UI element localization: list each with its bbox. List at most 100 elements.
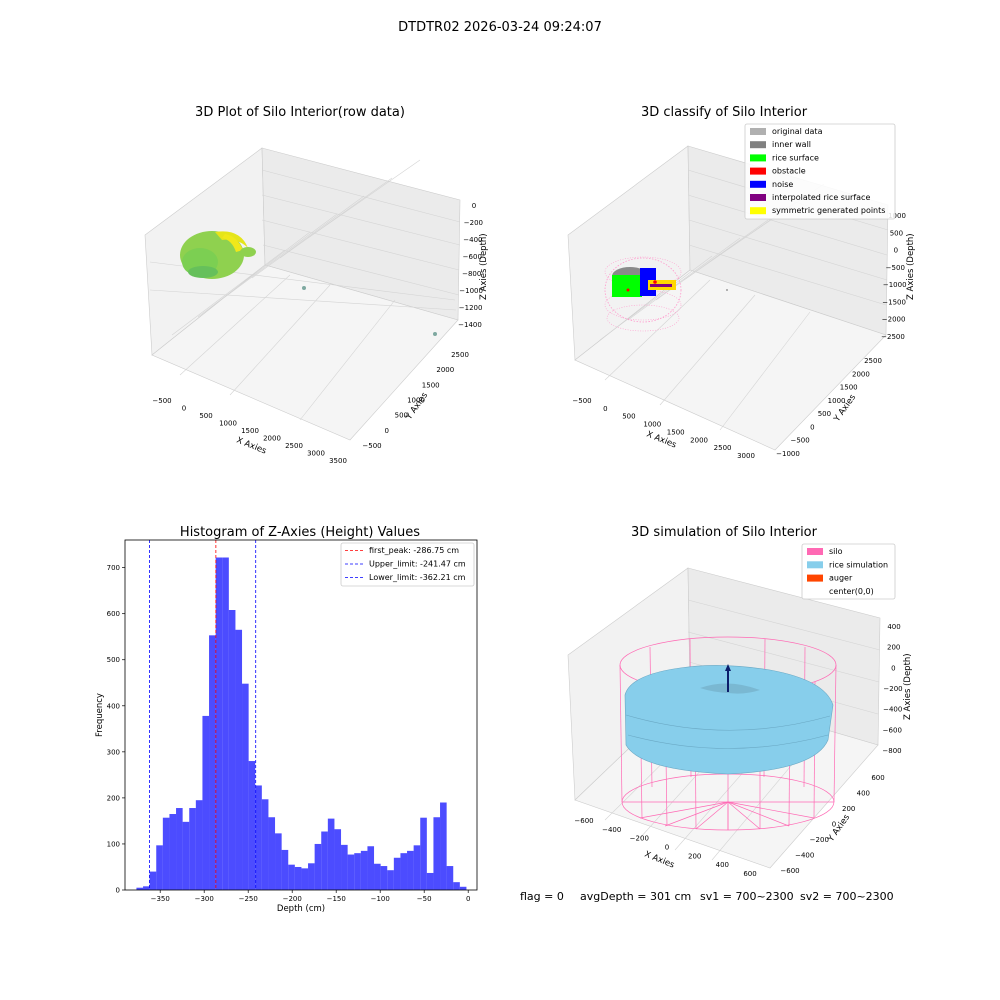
classify-interpolated-surface: [650, 284, 672, 287]
raw-z-tick-labels: 0 −200 −400 −600 −800 −1000 −1200 −1400: [458, 202, 483, 329]
hist-x-tick-label: −350: [151, 895, 170, 903]
simulation-rice-body: [624, 665, 834, 775]
hist-bar: [407, 850, 414, 890]
hist-legend-label: first_peak: -286.75 cm: [369, 546, 459, 555]
hist-bar: [341, 844, 348, 890]
classify-y-tick-label: 1000: [828, 397, 846, 405]
hist-x-tick-label: −300: [195, 895, 214, 903]
status-avg-depth: avgDepth = 301 cm: [580, 890, 691, 903]
simulation-y-tick-label: 400: [857, 790, 870, 798]
simulation-x-tick-label: 200: [688, 852, 701, 860]
hist-bar: [162, 817, 170, 890]
hist-legend: first_peak: -286.75 cm Upper_limit: -241.…: [340, 542, 475, 587]
hist-bars: [136, 557, 467, 890]
raw-title: 3D Plot of Silo Interior(row data): [195, 105, 405, 120]
raw-y-tick-label: 0: [384, 427, 388, 435]
hist-bar: [334, 829, 342, 890]
raw-x-tick-labels: −500 0 500 1000 1500 2000 2500 3000 3500: [152, 397, 347, 465]
raw-y-tick-label: 2000: [436, 366, 454, 374]
simulation-legend-swatch: [807, 548, 823, 555]
status-sv1: sv1 = 700~2300: [700, 890, 794, 903]
raw-y-tick-label: −500: [362, 442, 381, 450]
classify-z-tick-label: −2500: [881, 333, 905, 341]
simulation-legend-label: auger: [829, 574, 853, 583]
status-line: flag = 0 avgDepth = 301 cm sv1 = 700~230…: [520, 890, 894, 903]
hist-y-tick-label: 300: [107, 748, 120, 756]
raw-z-tick-label: −800: [462, 270, 481, 278]
hist-bar: [440, 802, 447, 890]
hist-bar: [453, 882, 460, 890]
classify-legend-swatch: [750, 167, 766, 175]
raw-z-tick-label: −1000: [459, 287, 483, 295]
simulation-z-tick-label: −400: [883, 706, 902, 714]
hist-bar: [176, 808, 183, 890]
raw-z-tick-label: −200: [464, 219, 483, 227]
classify-x-tick-label: 1500: [667, 428, 685, 436]
classify-obstacle-2: [626, 288, 630, 292]
simulation-z-axis-label: Z Axies (Depth): [903, 653, 913, 720]
simulation-rice-surface: [624, 665, 834, 775]
hist-bar: [209, 635, 216, 890]
hist-x-axis-label: Depth (cm): [277, 904, 325, 914]
hist-bar: [393, 857, 401, 890]
simulation-z-tick-label: −800: [882, 747, 901, 755]
hist-bar: [281, 849, 289, 890]
classify-y-tick-label: 1500: [840, 384, 858, 392]
hist-y-tick-label: 100: [107, 840, 120, 848]
classify-legend-label: obstacle: [772, 167, 806, 176]
classify-legend: original data inner wall rice surface obsta…: [744, 123, 896, 220]
hist-bar: [459, 886, 467, 890]
raw-point-cloud: [180, 231, 437, 336]
classify-x-tick-labels: −500 0 500 1000 1500 2000 2500 3000: [572, 397, 755, 460]
simulation-x-tick-label: 0: [665, 844, 669, 852]
hist-bar: [149, 871, 157, 890]
raw-x-tick-label: 3000: [307, 450, 325, 458]
classify-legend-swatch: [750, 154, 766, 162]
classify-legend-label: original data: [772, 127, 823, 136]
classify-z-tick-label: −2000: [882, 316, 906, 324]
simulation-x-axis-label: X Axies: [643, 850, 676, 871]
figure-suptitle: DTDTR02 2026-03-24 09:24:07: [398, 20, 602, 35]
simulation-y-tick-label: 600: [871, 774, 884, 782]
hist-x-ticks: −350 −300 −250 −200 −150 −100 −50 0: [151, 890, 470, 903]
classify-z-axis-label: Z Axies (Depth): [906, 233, 916, 300]
hist-bar: [275, 833, 282, 890]
classify-z-tick-label: 500: [890, 229, 903, 237]
raw-x-tick-label: −500: [152, 397, 171, 405]
simulation-x-tick-label: −400: [602, 826, 621, 834]
raw-x-tick-label: 3500: [329, 457, 347, 465]
simulation-y-axis-label: Y Axies: [826, 812, 853, 844]
hist-bar: [202, 715, 210, 890]
simulation-z-tick-label: −200: [883, 685, 902, 693]
classify-legend-label: symmetric generated points: [772, 206, 885, 215]
simulation-legend: silo rice simulation auger center(0,0): [801, 543, 896, 600]
hist-legend-box: [340, 542, 475, 587]
raw-outlier-point-2: [433, 332, 437, 336]
panel-simulation-3d: 3D simulation of Silo Interior: [567, 525, 913, 878]
raw-z-tick-label: −600: [463, 253, 482, 261]
raw-z-tick-label: −400: [463, 236, 482, 244]
hist-x-tick-label: 0: [466, 895, 470, 903]
raw-y-axis-label: Y Axies: [404, 390, 431, 422]
simulation-x-tick-labels: −600 −400 −200 0 200 400 600: [574, 817, 756, 878]
hist-bar: [169, 814, 177, 890]
classify-rice-surface: [612, 275, 642, 297]
hist-bar: [156, 845, 163, 890]
simulation-x-tick-label: −600: [574, 817, 593, 825]
raw-y-tick-label: 1000: [407, 397, 425, 405]
hist-bar: [354, 853, 361, 890]
hist-y-tick-label: 0: [116, 887, 120, 895]
hist-frame: [124, 539, 478, 891]
raw-cloud-tail: [240, 247, 256, 257]
hist-bar: [433, 817, 441, 890]
hist-bar: [182, 821, 190, 890]
hist-bar: [143, 886, 150, 890]
classify-x-tick-label: 2500: [714, 444, 732, 452]
classify-legend-swatch: [750, 180, 766, 188]
hist-y-tick-label: 200: [107, 794, 120, 802]
classify-x-tick-label: 0: [603, 405, 607, 413]
raw-y-tick-label: 2500: [451, 351, 469, 359]
classify-y-tick-label: 0: [810, 423, 814, 431]
classify-legend-box: [744, 123, 896, 220]
